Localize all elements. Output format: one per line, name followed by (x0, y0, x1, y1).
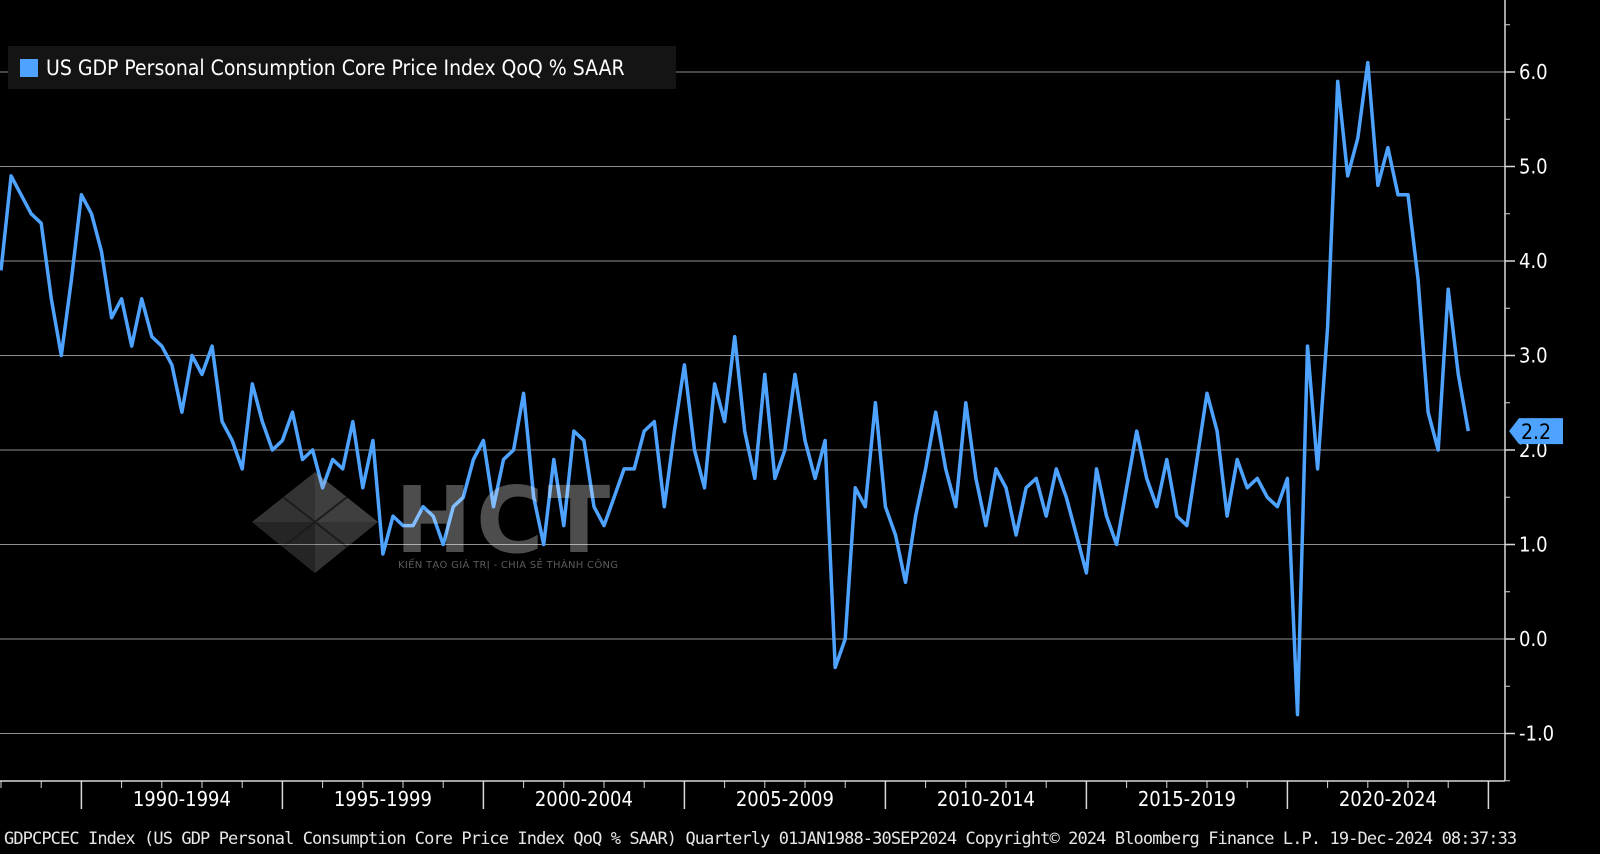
x-tick-label: 1995-1999 (334, 787, 432, 811)
x-axis: 1990-1994 1995-1999 2000-2004 2005-2009 2010… (0, 780, 1505, 811)
last-value-label: 2.2 (1521, 420, 1551, 444)
y-tick-label: -1.0 (1519, 722, 1554, 746)
legend-label: US GDP Personal Consumption Core Price I… (46, 55, 625, 80)
x-tick-label: 1990-1994 (133, 787, 231, 811)
series-line (0, 60, 1471, 717)
x-tick-label: 2000-2004 (535, 787, 633, 811)
chart-legend: US GDP Personal Consumption Core Price I… (8, 46, 676, 89)
legend-swatch (20, 58, 38, 77)
y-tick-label: 3.0 (1519, 344, 1548, 368)
y-tick-label: 4.0 (1519, 249, 1548, 273)
footer-source-text: GDPCPCEC Index (US GDP Personal Consumpt… (4, 829, 1517, 849)
x-tick-label: 2005-2009 (736, 787, 834, 811)
series-group (0, 60, 1471, 717)
y-axis: -1.00.01.02.03.04.05.06.0 (1504, 0, 1554, 782)
x-tick-label: 2010-2014 (937, 787, 1035, 811)
y-tick-label: 5.0 (1519, 155, 1548, 179)
y-tick-label: 6.0 (1519, 60, 1548, 84)
y-tick-label: 0.0 (1519, 627, 1548, 651)
watermark-tagline: KIẾN TẠO GIÁ TRỊ - CHIA SẺ THÀNH CÔNG (398, 560, 619, 571)
watermark-text: HCT (395, 467, 615, 574)
last-value-marker: 2.2 (1509, 418, 1563, 445)
last-value-badge (1509, 418, 1563, 445)
x-tick-label: 2020-2024 (1339, 787, 1437, 811)
y-tick-label: 1.0 (1519, 533, 1548, 557)
x-tick-label: 2015-2019 (1138, 787, 1236, 811)
